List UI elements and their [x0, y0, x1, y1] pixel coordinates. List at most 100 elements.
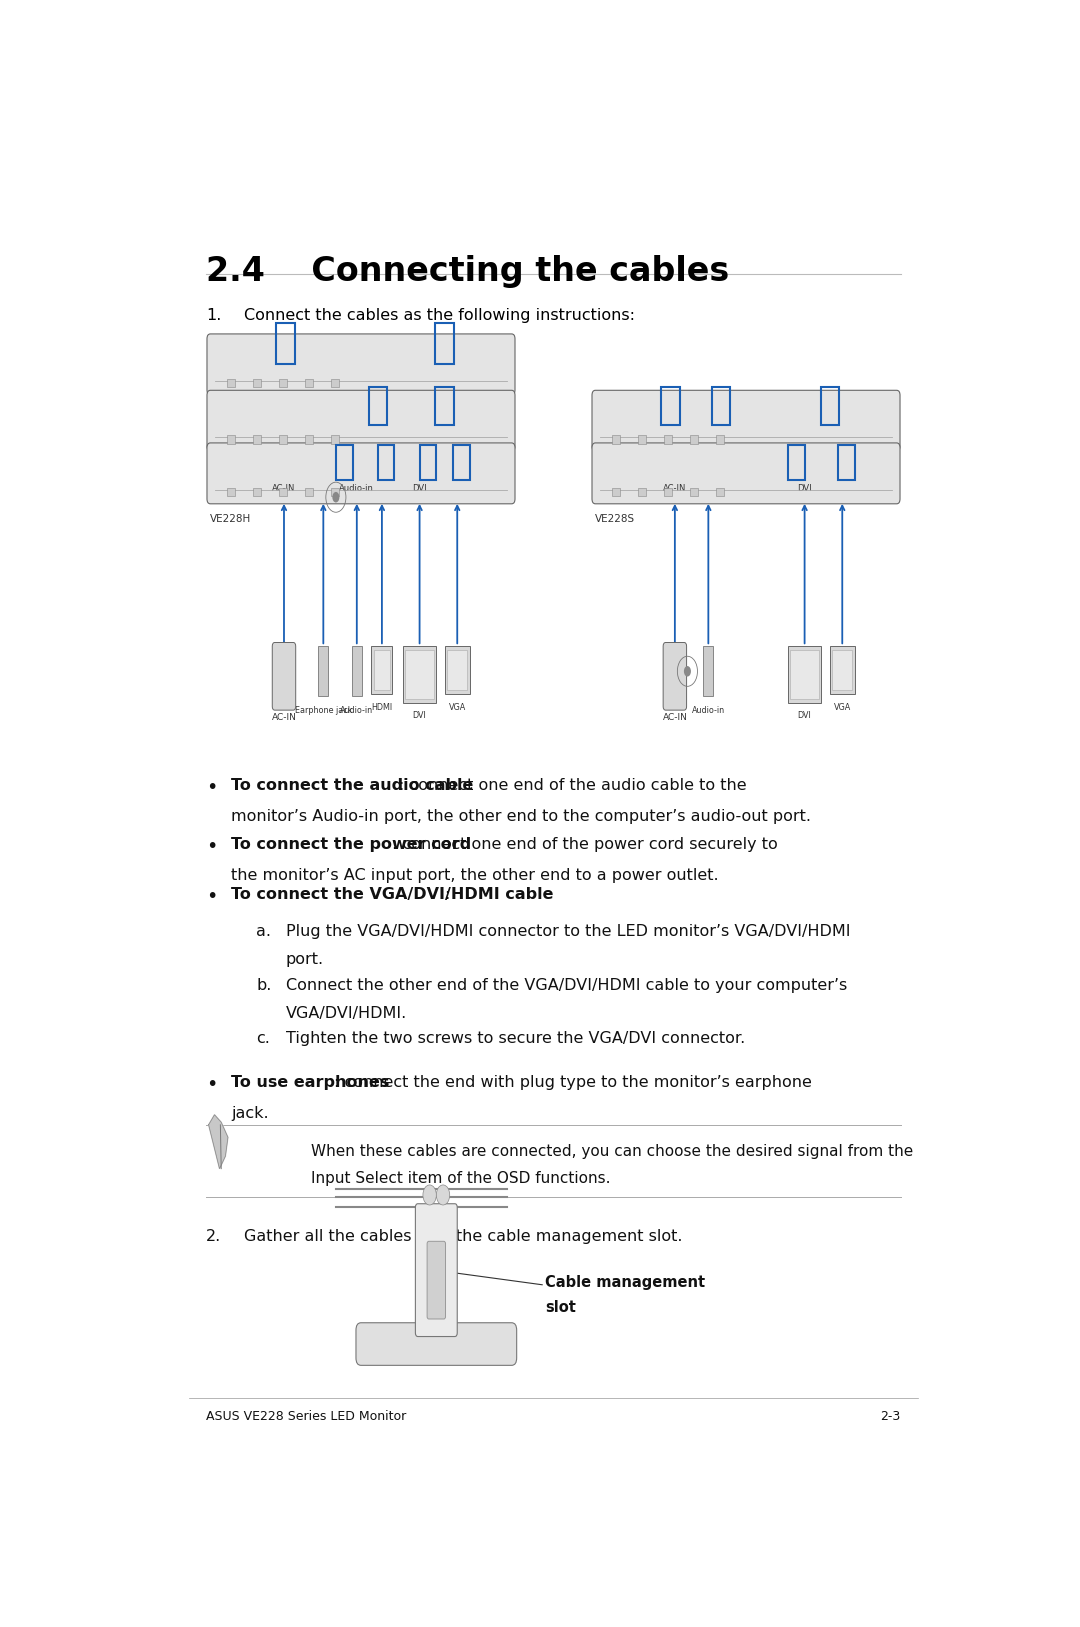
Text: Cable management: Cable management [545, 1276, 705, 1290]
Text: b.: b. [256, 978, 272, 992]
Text: Connect the other end of the VGA/DVI/HDMI cable to your computer’s: Connect the other end of the VGA/DVI/HDM… [285, 978, 847, 992]
Bar [445, 646, 470, 693]
Text: •: • [206, 887, 217, 906]
FancyBboxPatch shape [427, 1241, 446, 1319]
Bar [435, 324, 454, 364]
Bar [227, 488, 235, 496]
Bar [279, 488, 287, 496]
Text: Earphone jack: Earphone jack [295, 706, 352, 716]
Text: •: • [206, 1075, 217, 1093]
Bar [788, 444, 805, 480]
Circle shape [333, 491, 339, 503]
Bar [305, 379, 313, 387]
Bar [703, 646, 714, 696]
Text: HDMI: HDMI [372, 703, 392, 711]
Bar [712, 387, 730, 425]
Text: •: • [206, 836, 217, 856]
Bar [838, 444, 855, 480]
Text: VGA: VGA [448, 703, 465, 711]
Text: Plug the VGA/DVI/HDMI connector to the LED monitor’s VGA/DVI/HDMI: Plug the VGA/DVI/HDMI connector to the L… [285, 924, 850, 939]
Text: 2.: 2. [206, 1228, 221, 1243]
Bar [253, 488, 261, 496]
Text: VE228S: VE228S [595, 514, 635, 524]
Text: Gather all the cables with the cable management slot.: Gather all the cables with the cable man… [244, 1228, 683, 1243]
Text: ASUS VE228 Series LED Monitor: ASUS VE228 Series LED Monitor [206, 1411, 406, 1424]
Bar [638, 488, 647, 496]
Bar [330, 434, 339, 444]
FancyBboxPatch shape [207, 334, 515, 395]
Bar [788, 646, 822, 703]
Bar [661, 387, 680, 425]
Bar [829, 646, 855, 693]
Bar [664, 434, 673, 444]
Text: DVI: DVI [413, 485, 427, 493]
FancyBboxPatch shape [356, 1323, 516, 1365]
Text: Tighten the two screws to secure the VGA/DVI connector.: Tighten the two screws to secure the VGA… [285, 1032, 745, 1046]
Text: slot: slot [545, 1300, 576, 1315]
Bar [372, 646, 392, 693]
Text: •: • [206, 778, 217, 797]
Text: :: : [444, 887, 449, 901]
Text: DVI: DVI [798, 711, 811, 721]
Text: AC-IN: AC-IN [271, 713, 296, 722]
Bar [638, 434, 647, 444]
FancyBboxPatch shape [207, 390, 515, 451]
Text: 1.: 1. [206, 308, 221, 324]
Bar [664, 488, 673, 496]
Text: AC-IN: AC-IN [272, 485, 296, 493]
Text: To connect the audio cable: To connect the audio cable [231, 778, 474, 792]
FancyBboxPatch shape [663, 643, 687, 709]
Text: AC-IN: AC-IN [662, 713, 687, 722]
Text: VE228H: VE228H [211, 514, 252, 524]
Text: To connect the VGA/DVI/HDMI cable: To connect the VGA/DVI/HDMI cable [231, 887, 554, 901]
Text: Audio-in: Audio-in [692, 706, 725, 716]
Text: 2.4    Connecting the cables: 2.4 Connecting the cables [206, 255, 729, 288]
Bar [690, 434, 699, 444]
Text: VGA: VGA [834, 703, 851, 711]
Bar [352, 646, 362, 696]
Text: Audio-in: Audio-in [340, 706, 374, 716]
Text: c.: c. [256, 1032, 270, 1046]
Bar [378, 444, 394, 480]
Bar [374, 651, 390, 690]
Bar [403, 646, 436, 703]
Text: : connect one end of the audio cable to the: : connect one end of the audio cable to … [399, 778, 746, 792]
Text: VE228N: VE228N [211, 460, 252, 472]
Bar [612, 434, 620, 444]
Bar [420, 444, 436, 480]
Polygon shape [208, 1114, 228, 1168]
Bar [227, 434, 235, 444]
Text: To connect the power cord: To connect the power cord [231, 836, 472, 851]
Text: a.: a. [256, 924, 271, 939]
Text: AC-IN: AC-IN [663, 485, 687, 493]
Bar [305, 488, 313, 496]
Bar [253, 379, 261, 387]
Text: VGA/DVI/HDMI.: VGA/DVI/HDMI. [285, 1005, 407, 1020]
Circle shape [436, 1184, 449, 1206]
Text: To use earphones: To use earphones [231, 1075, 390, 1090]
Bar [330, 379, 339, 387]
Text: VE228D: VE228D [211, 405, 252, 415]
FancyBboxPatch shape [416, 1204, 457, 1336]
Bar [454, 444, 470, 480]
Text: : connect one end of the power cord securely to: : connect one end of the power cord secu… [392, 836, 778, 851]
Circle shape [684, 665, 691, 677]
Bar [319, 646, 328, 696]
Bar [405, 651, 434, 700]
Bar [435, 387, 454, 425]
Bar [690, 488, 699, 496]
Text: jack.: jack. [231, 1106, 269, 1121]
Bar [716, 488, 725, 496]
Bar [447, 651, 468, 690]
Text: port.: port. [285, 952, 324, 966]
Text: When these cables are connected, you can choose the desired signal from the: When these cables are connected, you can… [311, 1144, 913, 1158]
Bar [821, 387, 839, 425]
Bar [833, 651, 852, 690]
Bar [305, 434, 313, 444]
Text: monitor’s Audio-in port, the other end to the computer’s audio-out port.: monitor’s Audio-in port, the other end t… [231, 809, 811, 825]
Bar [253, 434, 261, 444]
Bar [330, 488, 339, 496]
Text: DVI: DVI [413, 711, 427, 721]
Bar [336, 444, 352, 480]
FancyBboxPatch shape [592, 443, 900, 504]
